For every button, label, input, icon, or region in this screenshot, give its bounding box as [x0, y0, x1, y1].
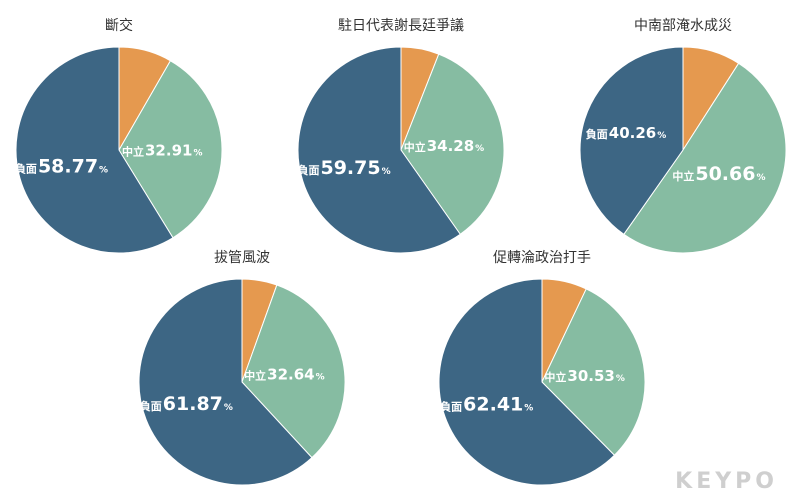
pie-title: 中南部淹水成災 [634, 18, 732, 34]
pie-title: 拔管風波 [214, 250, 270, 266]
data-label-負面: 負面62.41% [440, 394, 533, 416]
pie-slice-負面 [438, 278, 616, 486]
pie-slice-負面 [579, 46, 684, 236]
data-label-負面: 負面61.87% [140, 393, 233, 415]
data-label-負面: 負面58.77% [15, 155, 108, 177]
pie-slice-中立 [623, 62, 787, 254]
data-label-負面: 負面59.75% [297, 157, 390, 179]
pie-slice-中立 [118, 60, 223, 239]
data-label-中立: 中立50.66% [672, 163, 765, 185]
pie-title: 斷交 [105, 17, 133, 34]
data-label-中立: 中立32.64% [244, 365, 324, 383]
pie-slice-負面 [138, 278, 313, 486]
data-label-中立: 中立32.91% [122, 141, 202, 159]
pie-slice-負面 [297, 46, 461, 254]
keypo-watermark-logo: KEYPO [675, 469, 778, 494]
data-label-中立: 中立34.28% [404, 137, 484, 155]
pie-title: 駐日代表謝長廷爭議 [338, 17, 464, 34]
data-label-中立: 中立30.53% [544, 367, 624, 385]
data-label-負面: 負面40.26% [586, 124, 666, 142]
pie-slice-中立 [400, 53, 505, 235]
pie-slice-負面 [15, 46, 174, 254]
pie-slice-中立 [541, 288, 646, 456]
pie-title: 促轉淪政治打手 [493, 249, 591, 266]
pie-slice-中立 [241, 284, 346, 459]
